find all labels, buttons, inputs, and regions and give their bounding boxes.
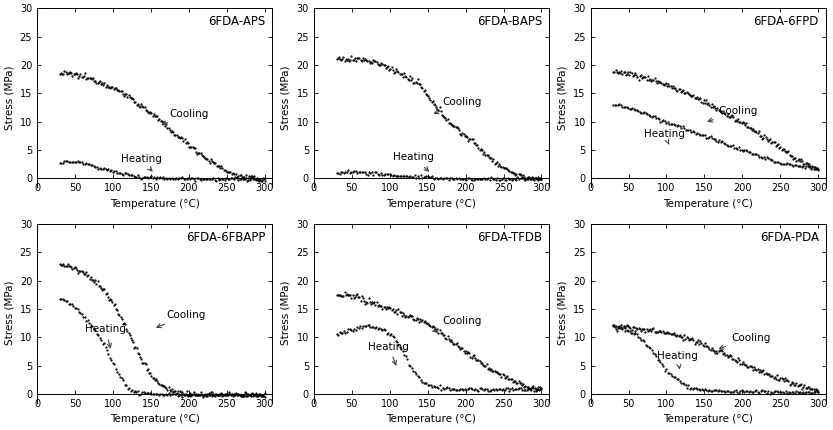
Text: Cooling: Cooling <box>708 106 757 122</box>
X-axis label: Temperature (°C): Temperature (°C) <box>110 199 200 209</box>
Y-axis label: Stress (MPa): Stress (MPa) <box>557 281 567 345</box>
Y-axis label: Stress (MPa): Stress (MPa) <box>4 65 14 130</box>
Y-axis label: Stress (MPa): Stress (MPa) <box>281 65 291 130</box>
Text: Heating: Heating <box>393 153 434 171</box>
Text: 6FDA-6FPD: 6FDA-6FPD <box>753 15 819 28</box>
Y-axis label: Stress (MPa): Stress (MPa) <box>281 281 291 345</box>
Text: Heating: Heating <box>368 341 409 365</box>
X-axis label: Temperature (°C): Temperature (°C) <box>663 199 753 209</box>
Text: 6FDA-TFDB: 6FDA-TFDB <box>476 231 542 244</box>
Y-axis label: Stress (MPa): Stress (MPa) <box>4 281 14 345</box>
Text: Cooling: Cooling <box>157 310 206 328</box>
Text: Cooling: Cooling <box>435 98 482 114</box>
Text: Cooling: Cooling <box>162 109 209 125</box>
Text: Heating: Heating <box>85 325 126 347</box>
Text: Heating: Heating <box>121 154 162 171</box>
Text: Cooling: Cooling <box>433 316 482 332</box>
X-axis label: Temperature (°C): Temperature (°C) <box>110 415 200 424</box>
Text: Heating: Heating <box>657 351 698 369</box>
Text: Cooling: Cooling <box>720 333 771 349</box>
X-axis label: Temperature (°C): Temperature (°C) <box>387 199 476 209</box>
Text: 6FDA-6FBAPP: 6FDA-6FBAPP <box>186 231 265 244</box>
Text: 6FDA-APS: 6FDA-APS <box>208 15 265 28</box>
X-axis label: Temperature (°C): Temperature (°C) <box>387 415 476 424</box>
X-axis label: Temperature (°C): Temperature (°C) <box>663 415 753 424</box>
Y-axis label: Stress (MPa): Stress (MPa) <box>557 65 567 130</box>
Text: 6FDA-BAPS: 6FDA-BAPS <box>476 15 542 28</box>
Text: 6FDA-PDA: 6FDA-PDA <box>760 231 819 244</box>
Text: Heating: Heating <box>644 129 685 144</box>
